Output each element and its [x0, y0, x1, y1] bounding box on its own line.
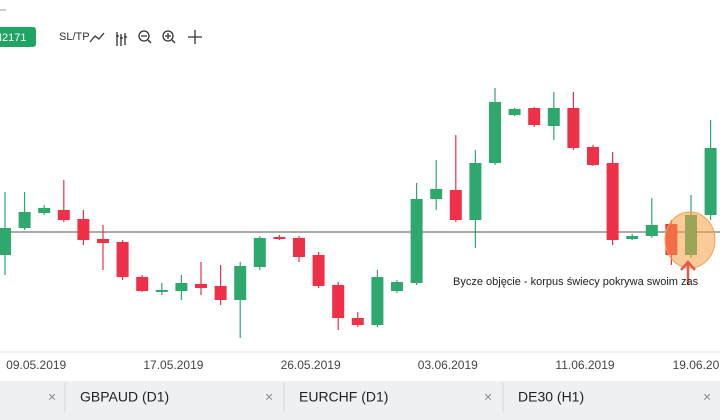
candle-body	[704, 148, 717, 215]
toolbar-icons	[89, 30, 202, 46]
tab-label: GBPAUD (D1)	[80, 389, 169, 405]
candle-body	[469, 163, 482, 220]
candle-body	[155, 290, 168, 292]
x-tick-label: 17.05.2019	[143, 358, 203, 372]
candle-body	[97, 239, 109, 243]
zoom-out[interactable]	[138, 30, 150, 42]
candle-body	[312, 255, 325, 286]
candle-body	[645, 225, 658, 236]
candle-body	[234, 266, 247, 300]
move-tool[interactable]	[188, 30, 202, 44]
tab[interactable]: GBPAUD (D1) ×	[80, 389, 273, 405]
candle-body	[489, 102, 501, 163]
tab-close[interactable]: ×	[484, 389, 492, 405]
candle-body	[195, 284, 207, 288]
candle-body	[0, 228, 11, 255]
candle-body	[38, 208, 51, 213]
candle-body	[547, 108, 560, 126]
plot: 09.05.2019 17.05.2019 26.05.2019 03.06.2019…	[0, 88, 720, 372]
tab-close[interactable]: ×	[265, 389, 273, 405]
candle-tool[interactable]	[116, 32, 127, 46]
tab-label: DE30 (H1)	[518, 389, 584, 405]
tab-bar	[0, 381, 720, 420]
tab[interactable]: DE30 (H1) ×	[518, 389, 711, 405]
candle-body	[136, 277, 149, 291]
candle-body	[273, 237, 286, 239]
tab-close[interactable]: ×	[703, 389, 711, 405]
x-tick-label: 26.05.2019	[281, 358, 341, 372]
x-tick-label: 03.06.2019	[418, 358, 478, 372]
candle-body	[606, 163, 619, 240]
tab-label: EURCHF (D1)	[299, 389, 388, 405]
candle-body	[18, 212, 31, 228]
candle-body	[175, 283, 188, 291]
candle-body	[449, 190, 462, 220]
candle-body	[116, 242, 129, 277]
instrument-badge[interactable]	[0, 27, 36, 47]
instrument-label: I2171	[0, 32, 27, 44]
candle-body	[430, 189, 443, 199]
candle-body	[371, 277, 384, 325]
tabs: GBPAUD (D1) × EURCHF (D1) × DE30 (H1) ×	[64, 383, 711, 412]
sltp-button[interactable]: SL/TP	[59, 31, 90, 43]
tab[interactable]: EURCHF (D1) ×	[299, 389, 492, 405]
annotation: Bycze objęcie - korpus świecy pokrywa sw…	[453, 276, 699, 288]
tab-close[interactable]: ×	[48, 389, 56, 405]
candle-body	[253, 238, 266, 267]
candle-body	[626, 236, 639, 239]
zoom-in[interactable]	[162, 30, 174, 42]
candle-body	[567, 108, 580, 148]
candle-body	[332, 285, 345, 318]
candle-body	[410, 199, 423, 283]
candle-body	[57, 210, 70, 220]
highlight-circle	[664, 211, 716, 269]
candle-body	[214, 286, 227, 300]
highlight-arrow	[680, 260, 696, 285]
candle-body	[293, 238, 305, 257]
x-tick-label: 09.05.2019	[6, 358, 66, 372]
candle-body	[391, 282, 403, 291]
candle-body	[587, 147, 599, 165]
line-tool[interactable]	[89, 32, 105, 43]
candle-body	[508, 109, 521, 115]
x-tick-label: 19.06.2019	[673, 358, 720, 372]
x-tick-label: 11.06.2019	[555, 358, 614, 372]
candle-body	[77, 219, 90, 240]
candle-body	[528, 108, 541, 125]
candle-body	[351, 318, 364, 325]
